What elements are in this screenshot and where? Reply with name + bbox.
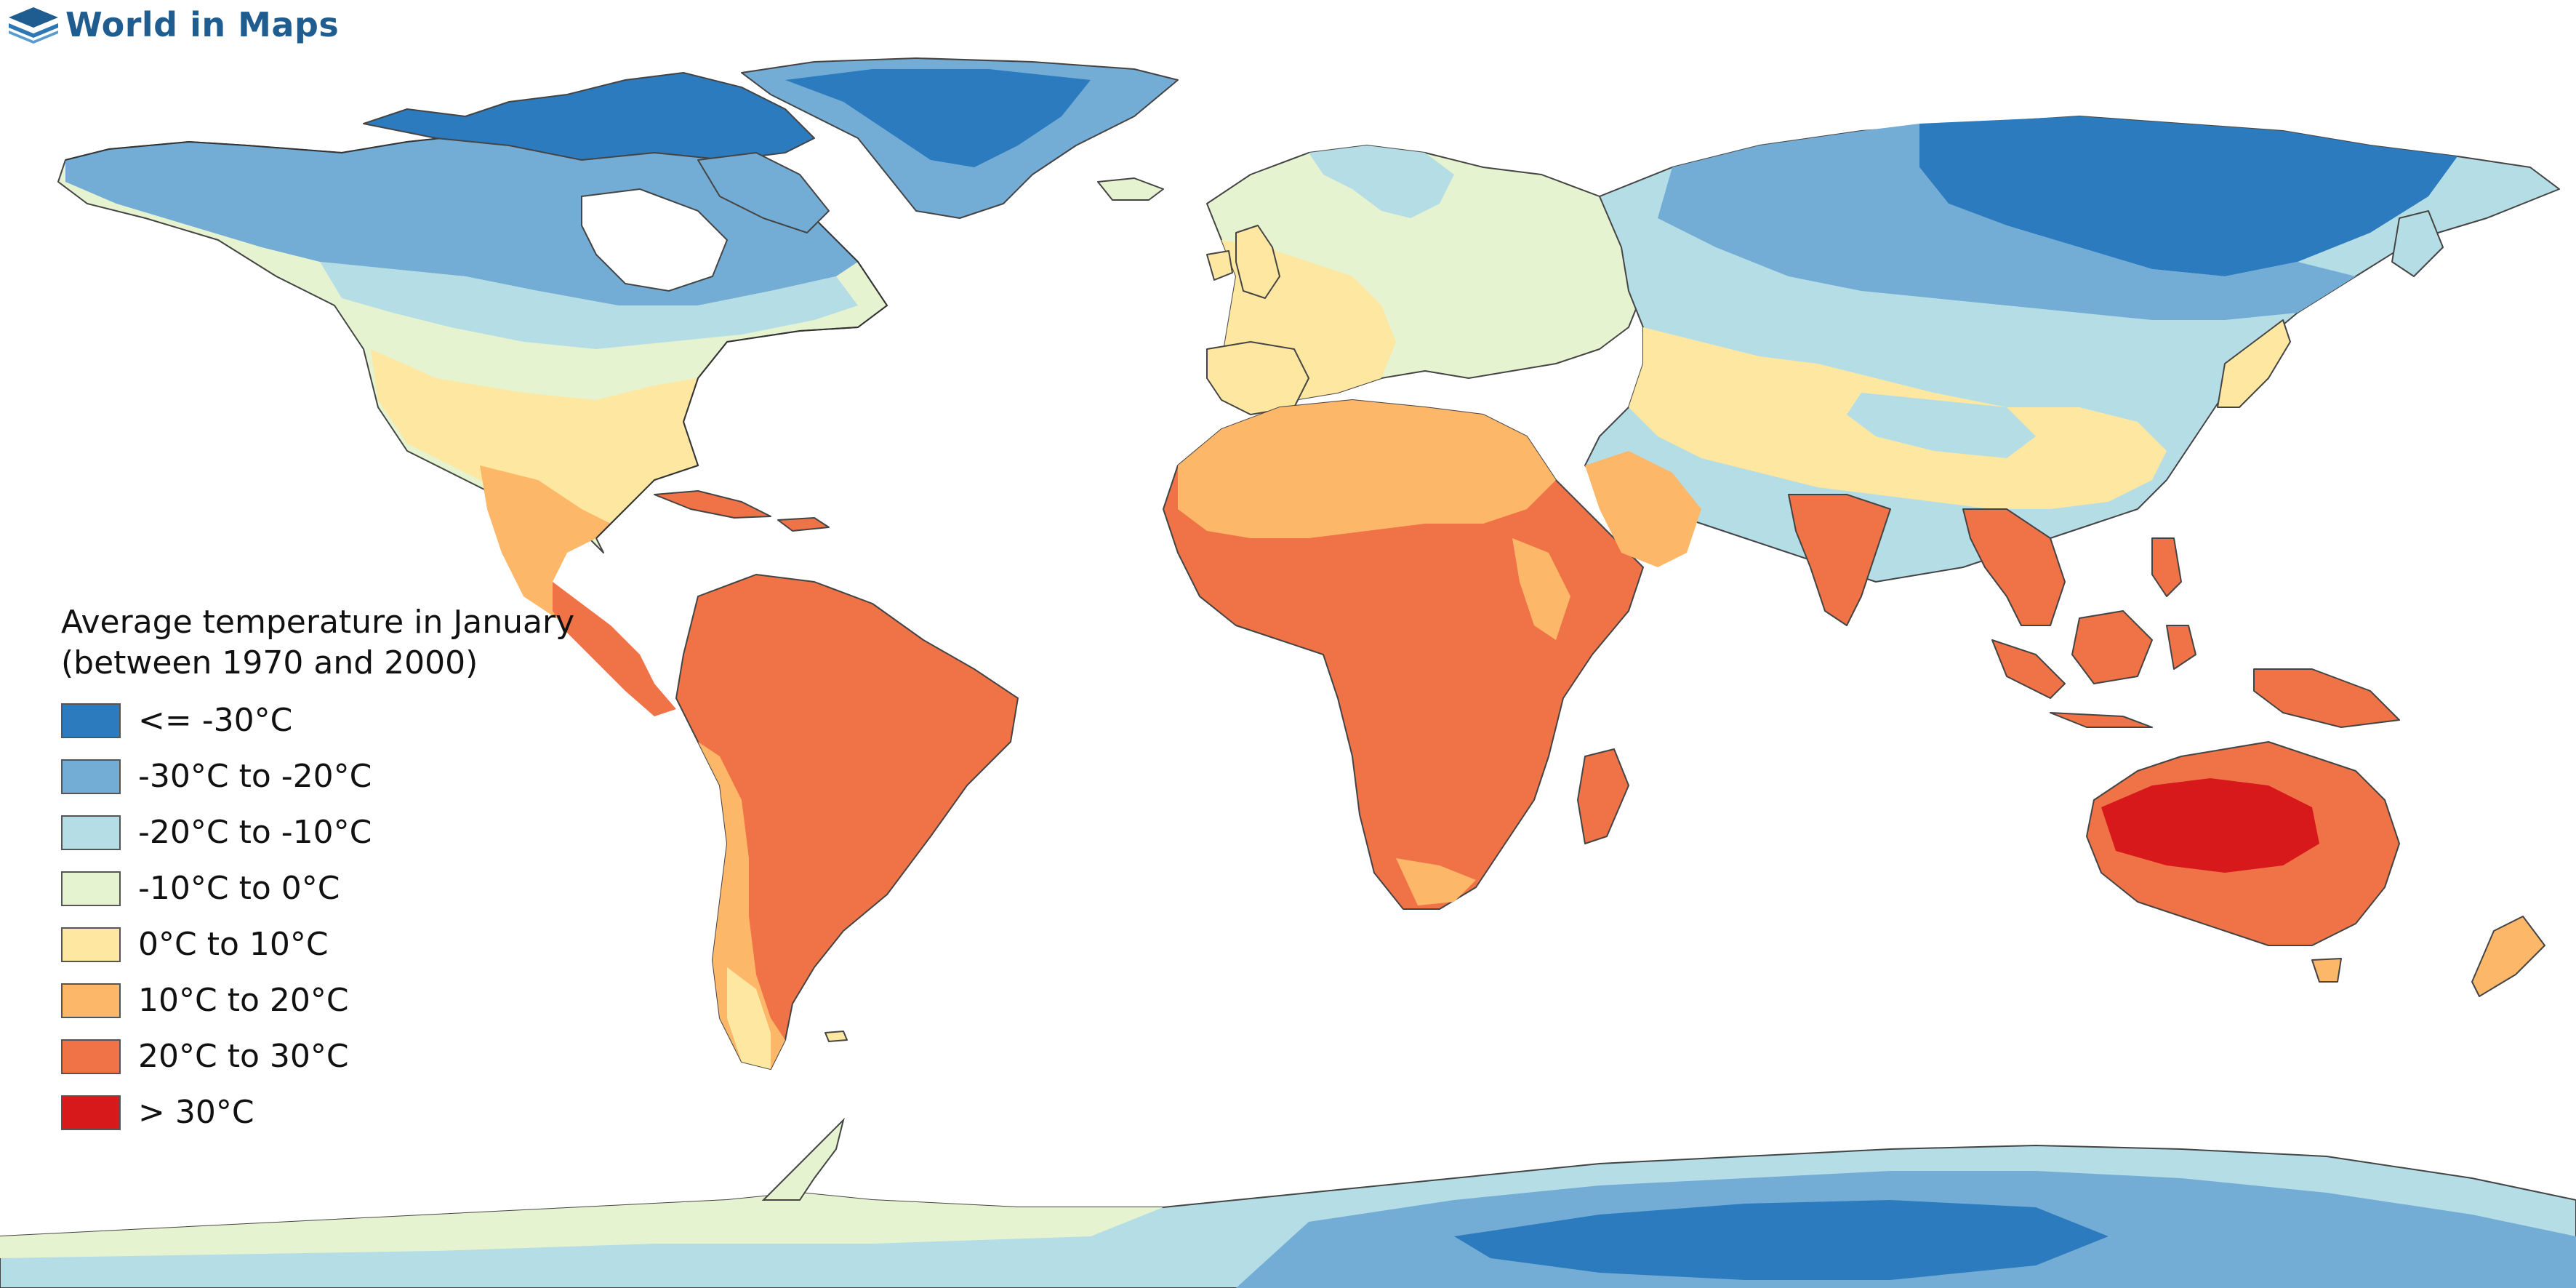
iberia	[1206, 341, 1309, 415]
north-america-cool-band	[320, 262, 858, 349]
antarctic-peninsula	[761, 1117, 845, 1201]
legend-swatch	[61, 871, 121, 906]
legend-label: 20°C to 30°C	[138, 1038, 349, 1075]
north-america-mild-band	[371, 349, 698, 538]
legend-swatch	[61, 983, 121, 1018]
hudson-bay	[581, 188, 729, 292]
legend-swatch	[61, 815, 121, 850]
siberia-cold	[1658, 124, 2356, 320]
legend-label: -10°C to 0°C	[138, 870, 340, 907]
legend-item: -20°C to -10°C	[61, 804, 715, 860]
sulawesi	[2166, 625, 2196, 670]
brand-logo[interactable]: World in Maps	[7, 3, 339, 47]
cuba	[654, 490, 771, 519]
tibet-cold	[1847, 393, 2036, 458]
baffin-island	[697, 152, 830, 233]
java	[2050, 712, 2153, 728]
greenland-ice-core	[785, 69, 1091, 167]
legend-item: 20°C to 30°C	[61, 1028, 715, 1084]
hispaniola	[777, 517, 830, 532]
borneo	[2071, 610, 2153, 684]
central-america-hot-band	[553, 582, 676, 716]
antarctica-coast-mild	[0, 1193, 1163, 1258]
legend-item: 10°C to 20°C	[61, 972, 715, 1028]
legend-swatch	[61, 759, 121, 794]
brand-name: World in Maps	[65, 5, 340, 44]
sumatra	[1991, 639, 2066, 699]
andes-mild-band	[698, 742, 785, 1069]
new-guinea	[2253, 668, 2400, 728]
legend-label: -20°C to -10°C	[138, 814, 372, 851]
scandinavia-cold	[1309, 145, 1454, 218]
legend-item: -30°C to -20°C	[61, 748, 715, 804]
legend-swatch	[61, 1039, 121, 1074]
australia-hot-core	[2101, 778, 2319, 873]
legend-label: -30°C to -20°C	[138, 758, 372, 795]
legend-item: <= -30°C	[61, 692, 715, 748]
philippines	[2151, 537, 2182, 597]
iceland	[1097, 177, 1164, 201]
antarctica-plateau-extreme	[1454, 1200, 2108, 1280]
north-america-outline	[65, 129, 888, 539]
legend-item: -10°C to 0°C	[61, 860, 715, 916]
legend-label: > 30°C	[138, 1094, 254, 1131]
siberia-extreme-cold	[1919, 116, 2457, 276]
south-africa-mild	[1396, 858, 1476, 905]
japan	[2217, 319, 2291, 408]
southeast-asia	[1962, 508, 2066, 626]
map-legend: Average temperature in January (between …	[61, 602, 715, 1140]
madagascar	[1577, 748, 1629, 844]
layered-map-icon	[9, 7, 58, 44]
legend-swatch	[61, 927, 121, 962]
arctic-islands	[363, 72, 815, 161]
legend-label: 0°C to 10°C	[138, 926, 329, 963]
patagonia-cool	[727, 967, 771, 1069]
sahara-warm	[1178, 400, 1556, 538]
great-britain	[1235, 225, 1280, 299]
legend-item: 0°C to 10°C	[61, 916, 715, 972]
horn-africa-mild	[1512, 538, 1570, 640]
india	[1788, 494, 1891, 626]
ireland	[1206, 250, 1233, 281]
tasmania	[2311, 958, 2342, 983]
legend-label: 10°C to 20°C	[138, 982, 349, 1019]
legend-label: <= -30°C	[138, 702, 293, 739]
legend-item: > 30°C	[61, 1084, 715, 1140]
sakhalin-kamchatka	[2391, 210, 2444, 277]
legend-swatch	[61, 1095, 121, 1130]
falklands	[824, 1031, 848, 1042]
new-zealand	[2471, 916, 2545, 997]
legend-items: <= -30°C -30°C to -20°C -20°C to -10°C -…	[61, 692, 715, 1140]
legend-title-line1: Average temperature in January	[61, 604, 575, 641]
arabia-mild	[1585, 451, 1701, 567]
legend-title-line2: (between 1970 and 2000)	[61, 644, 478, 681]
legend-swatch	[61, 703, 121, 738]
